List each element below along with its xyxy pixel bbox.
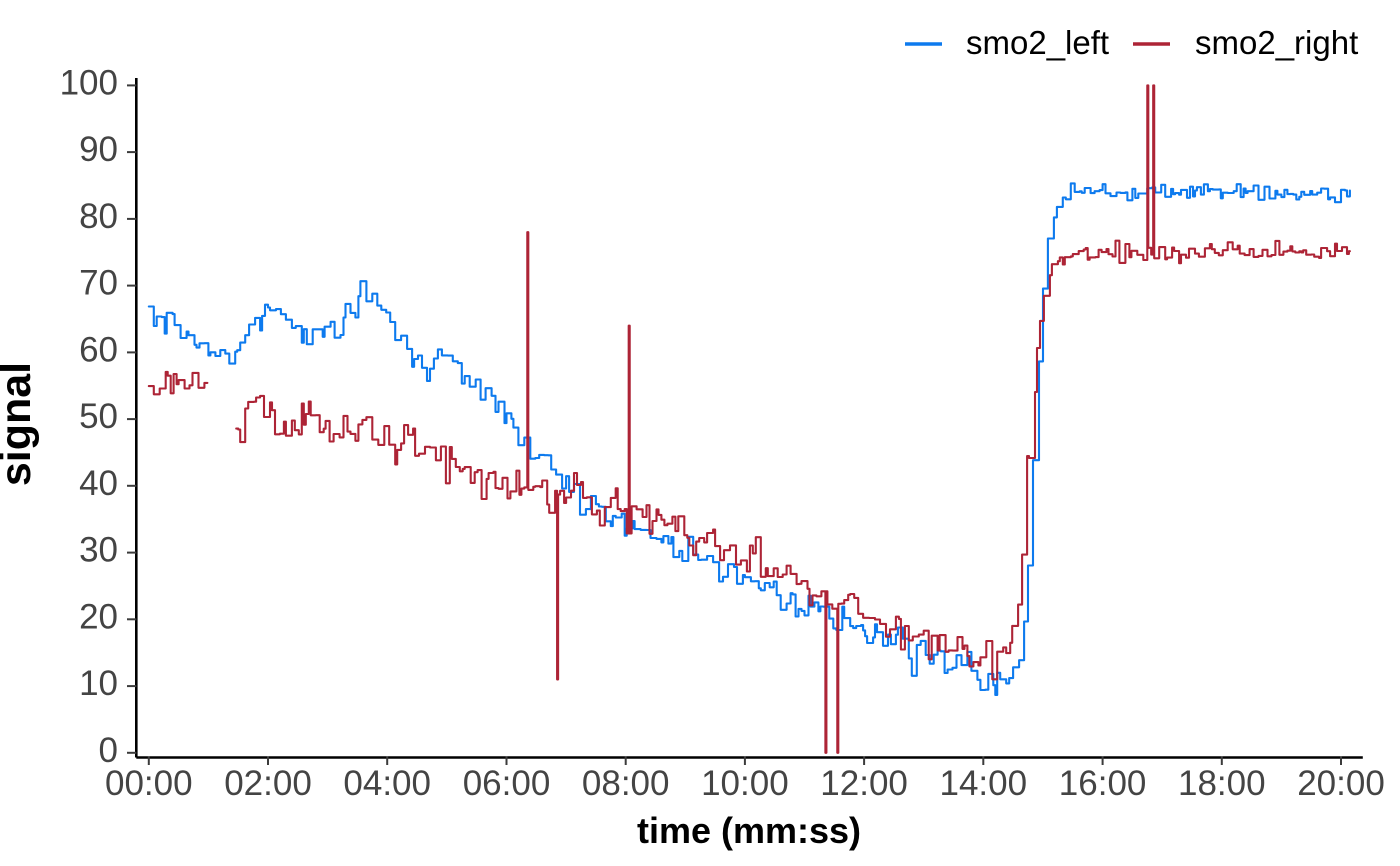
svg-text:10:00: 10:00: [701, 764, 789, 803]
svg-text:60: 60: [79, 330, 118, 369]
svg-text:08:00: 08:00: [582, 764, 670, 803]
svg-text:06:00: 06:00: [463, 764, 551, 803]
svg-text:12:00: 12:00: [820, 764, 908, 803]
svg-text:00:00: 00:00: [105, 764, 193, 803]
svg-text:20:00: 20:00: [1297, 764, 1385, 803]
svg-text:02:00: 02:00: [224, 764, 312, 803]
svg-text:0: 0: [99, 731, 118, 770]
svg-text:50: 50: [79, 397, 118, 436]
svg-text:04:00: 04:00: [343, 764, 431, 803]
svg-text:30: 30: [79, 531, 118, 570]
svg-text:70: 70: [79, 264, 118, 303]
svg-text:signal: signal: [0, 362, 40, 486]
svg-text:smo2_left: smo2_left: [966, 24, 1109, 61]
svg-text:time (mm:ss): time (mm:ss): [637, 810, 861, 851]
svg-text:smo2_right: smo2_right: [1195, 24, 1358, 61]
svg-text:16:00: 16:00: [1059, 764, 1147, 803]
svg-text:20: 20: [79, 597, 118, 636]
svg-text:100: 100: [60, 63, 118, 102]
svg-text:18:00: 18:00: [1178, 764, 1266, 803]
svg-text:80: 80: [79, 197, 118, 236]
svg-text:10: 10: [79, 664, 118, 703]
svg-text:90: 90: [79, 130, 118, 169]
svg-text:14:00: 14:00: [940, 764, 1028, 803]
svg-text:40: 40: [79, 464, 118, 503]
